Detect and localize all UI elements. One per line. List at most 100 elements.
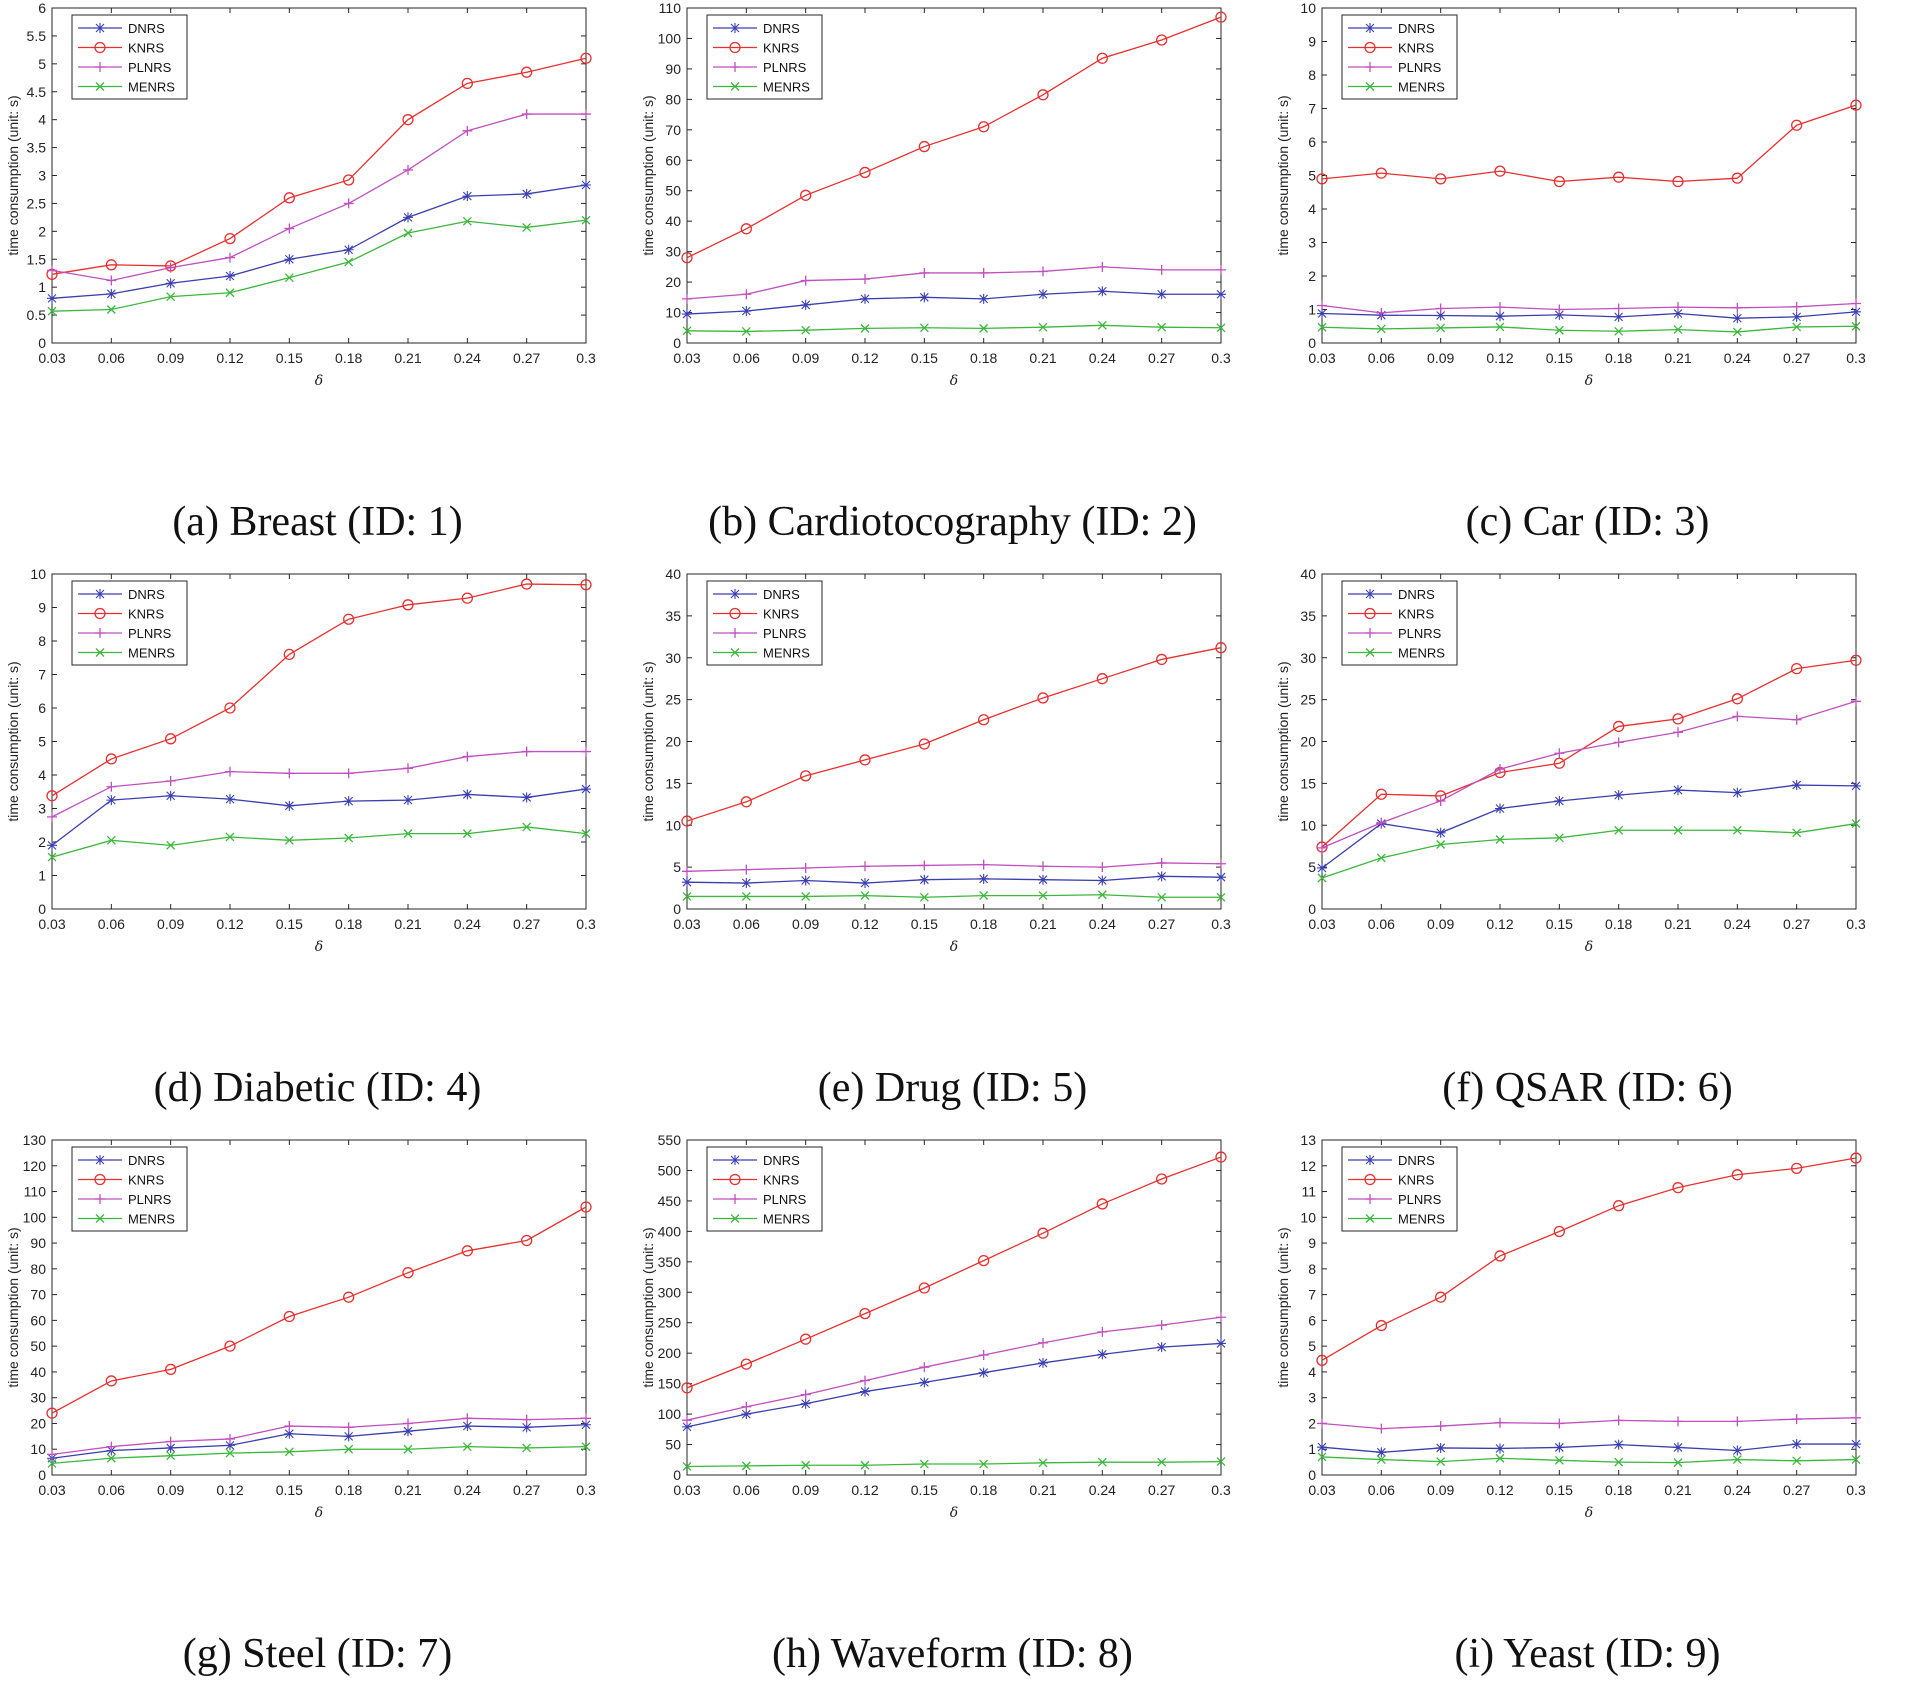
data-point [800, 1389, 811, 1400]
x-tick-label: 0.12 [851, 916, 878, 932]
legend-marker [94, 607, 106, 620]
data-point [1038, 861, 1048, 872]
data-point [1157, 1457, 1167, 1467]
data-point [1216, 289, 1226, 300]
data-point [1216, 1457, 1226, 1467]
legend-label: MENRS [763, 80, 810, 95]
data-point [1156, 1173, 1168, 1185]
data-point [919, 1377, 930, 1388]
x-tick-label: 0.09 [792, 1482, 819, 1498]
y-tick-label: 6 [1308, 134, 1316, 150]
y-tick-label: 60 [665, 152, 681, 168]
y-tick-label: 5 [1308, 168, 1316, 184]
data-point [1376, 817, 1387, 828]
data-point [1156, 871, 1167, 882]
legend-item: MENRS [1348, 1212, 1445, 1227]
legend-label: DNRS [763, 21, 800, 36]
data-point [1495, 1417, 1505, 1428]
y-tick-label: 6 [38, 700, 46, 716]
legend-item: DNRS [713, 1153, 800, 1168]
x-tick-label: 0.24 [1089, 350, 1116, 366]
legend-marker [730, 589, 740, 599]
x-tick-label: 0.24 [454, 916, 481, 932]
data-point [106, 781, 117, 792]
data-point [741, 864, 752, 875]
x-tick-label: 0.24 [454, 1482, 481, 1498]
data-point [224, 702, 236, 714]
data-point [860, 293, 870, 304]
data-point [1614, 1457, 1624, 1467]
legend-item: KNRS [1348, 41, 1434, 56]
legend-label: MENRS [1398, 1212, 1445, 1227]
data-point [165, 1436, 176, 1447]
data-point [1037, 89, 1049, 101]
data-point [801, 1460, 811, 1470]
y-tick-label: 1.5 [27, 251, 47, 267]
data-point [1731, 1169, 1743, 1181]
series-knrs [681, 11, 1227, 264]
legend-marker [729, 1173, 741, 1186]
legend-label: KNRS [1398, 607, 1434, 622]
y-axis-label: time consumption (unit: s) [640, 95, 656, 255]
data-point [1791, 119, 1803, 131]
x-tick-label: 0.21 [394, 916, 421, 932]
data-point [1613, 737, 1624, 748]
legend-label: MENRS [763, 646, 810, 661]
line-chart: 0 5 10 15 20 25 30 35 40 0.03 0.06 0.09 0.12 0.15 0.18… [640, 566, 1231, 955]
y-tick-label: 80 [30, 1261, 46, 1277]
legend-marker [730, 82, 740, 91]
series-line [686, 1316, 1222, 1421]
data-point [1038, 266, 1048, 277]
data-point [522, 1443, 532, 1453]
data-point [1097, 1349, 1108, 1360]
legend-marker [1365, 628, 1375, 638]
data-point [225, 1440, 235, 1451]
data-point [1435, 827, 1446, 838]
data-point [800, 875, 811, 886]
y-tick-label: 11 [1301, 1184, 1316, 1200]
data-point [462, 125, 473, 136]
x-tick-label: 0.06 [1368, 916, 1395, 932]
x-tick-label: 0.06 [733, 1482, 760, 1498]
legend-item: DNRS [78, 587, 165, 602]
y-axis-label: time consumption (unit: s) [5, 661, 21, 821]
series-line [686, 1460, 1222, 1468]
data-point [1732, 313, 1743, 324]
data-point [403, 1444, 413, 1454]
x-tick-label: 0.12 [1486, 350, 1513, 366]
data-point [1156, 653, 1168, 666]
data-point [165, 1363, 177, 1375]
series-menrs [682, 890, 1226, 902]
line-chart: 0 5 10 15 20 25 30 35 40 0.03 0.06 0.09 0.12 0.15 0.18… [1275, 566, 1866, 955]
data-point [1613, 171, 1625, 183]
data-point [284, 1421, 295, 1432]
chart-caption: (e) Drug (ID: 5) [817, 1065, 1088, 1111]
data-point [800, 275, 811, 286]
legend-label: DNRS [1398, 1153, 1435, 1168]
y-tick-label: 5 [38, 734, 46, 750]
series-line [1321, 784, 1857, 869]
data-point [682, 1421, 692, 1432]
y-tick-label: 3 [1308, 235, 1316, 251]
y-tick-label: 1 [1308, 302, 1316, 318]
x-tick-label: 0.12 [216, 916, 243, 932]
data-point [47, 293, 57, 304]
data-point [1375, 1319, 1387, 1332]
data-point [978, 873, 989, 884]
data-point [343, 1431, 354, 1442]
data-point [682, 293, 692, 304]
legend-marker [95, 1155, 105, 1165]
data-point [1097, 1326, 1108, 1337]
data-point [1851, 1455, 1861, 1464]
series-line [51, 1206, 587, 1414]
data-point [46, 790, 58, 802]
data-point [1097, 1457, 1107, 1467]
series-plnrs [47, 746, 591, 822]
data-point [283, 192, 295, 204]
x-tick-label: 0.18 [1605, 916, 1632, 932]
legend-marker [95, 82, 105, 91]
legend-marker [94, 41, 106, 54]
data-point [403, 763, 413, 774]
data-point [1216, 872, 1226, 883]
y-tick-label: 100 [658, 1406, 682, 1422]
